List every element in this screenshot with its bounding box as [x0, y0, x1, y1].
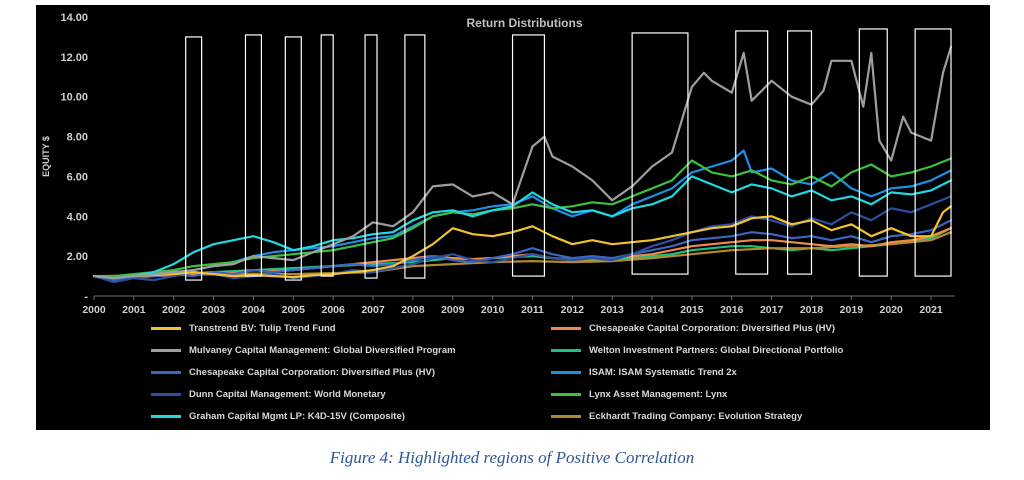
- legend-item: Graham Capital Mgmt LP: K4D-15V (Composi…: [151, 409, 405, 423]
- line-chart: Return Distributions EQUITY $ - 2.00 4.00 6.0…: [41, 12, 955, 316]
- x-tick-label: 2001: [122, 304, 146, 316]
- x-tick-label: 2020: [880, 304, 904, 316]
- legend-swatch: [151, 370, 181, 374]
- legend-swatch: [151, 392, 181, 396]
- highlight-region-box: [858, 28, 888, 277]
- legend-item: Dunn Capital Management: World Monetary: [151, 387, 386, 401]
- x-tick-label: 2008: [401, 304, 425, 316]
- legend-item: ISAM: ISAM Systematic Trend 2x: [551, 365, 737, 379]
- highlight-region-box: [404, 34, 426, 279]
- series-line: [92, 205, 953, 279]
- legend-label: ISAM: ISAM Systematic Trend 2x: [589, 366, 737, 378]
- chart-figure: Return Distributions EQUITY $ - 2.00 4.00 6.0…: [36, 5, 990, 430]
- legend-item: Welton Investment Partners: Global Direc…: [551, 343, 843, 357]
- legend-label: Chesapeake Capital Corporation: Diversif…: [189, 366, 436, 378]
- y-tick-label: 8.00: [67, 132, 88, 144]
- series-lines: [92, 45, 953, 284]
- x-tick-label: 2009: [441, 304, 465, 316]
- x-tick-label: 2013: [601, 304, 625, 316]
- highlight-region-box: [786, 30, 813, 275]
- y-tick-label: 12.00: [60, 52, 88, 64]
- legend-item: Mulvaney Capital Management: Global Dive…: [151, 343, 456, 357]
- y-tick-label: 6.00: [67, 171, 88, 183]
- legend-item: Eckhardt Trading Company: Evolution Stra…: [551, 409, 802, 423]
- x-tick-label: 2003: [202, 304, 226, 316]
- legend-swatch: [551, 370, 581, 374]
- series-line: [92, 45, 953, 280]
- legend-swatch: [551, 348, 581, 352]
- highlight-region-box: [631, 32, 689, 275]
- x-tick-label: 2019: [840, 304, 864, 316]
- highlight-region-box: [735, 30, 769, 275]
- legend-swatch: [151, 414, 181, 418]
- legend-swatch: [551, 326, 581, 330]
- legend-label: Transtrend BV: Tulip Trend Fund: [189, 322, 336, 334]
- x-tick-label: 2006: [321, 304, 345, 316]
- series-line: [92, 227, 953, 279]
- legend-item: Chesapeake Capital Corporation: Diversif…: [151, 365, 435, 379]
- y-axis-label: EQUITY $: [41, 136, 51, 177]
- x-tick-label: 2016: [720, 304, 744, 316]
- legend-swatch: [151, 348, 181, 352]
- x-tick-label: 2018: [800, 304, 824, 316]
- x-tick-label: 2011: [521, 304, 544, 316]
- x-tick-label: 2007: [361, 304, 385, 316]
- legend-label: Dunn Capital Management: World Monetary: [189, 388, 386, 400]
- series-line: [92, 195, 953, 284]
- legend-item: Lynx Asset Management: Lynx: [551, 387, 727, 401]
- highlight-region-box: [511, 34, 546, 277]
- series-line: [92, 219, 953, 282]
- x-tick-label: 2014: [640, 304, 664, 316]
- x-tick-label: 2021: [919, 304, 943, 316]
- legend-label: Graham Capital Mgmt LP: K4D-15V (Composi…: [189, 410, 405, 422]
- legend-label: Mulvaney Capital Management: Global Dive…: [189, 344, 456, 356]
- legend-label: Lynx Asset Management: Lynx: [589, 388, 728, 400]
- highlight-region-box: [284, 36, 302, 281]
- y-tick-label: 10.00: [60, 92, 88, 104]
- y-tick-label: 2.00: [67, 251, 88, 263]
- legend-label: Chesapeake Capital Corporation: Diversif…: [589, 322, 836, 334]
- y-tick-label: 4.00: [67, 211, 88, 223]
- chart-title: Return Distributions: [467, 16, 583, 30]
- figure-caption: Figure 4: Highlighted regions of Positiv…: [329, 448, 695, 467]
- highlight-regions: [185, 28, 952, 281]
- x-tick-label: 2004: [242, 304, 266, 316]
- x-tick-label: 2000: [82, 304, 106, 316]
- x-tick-label: 2005: [282, 304, 306, 316]
- series-line: [92, 175, 953, 280]
- x-tick-label: 2010: [481, 304, 505, 316]
- y-tick-label: -: [84, 291, 88, 303]
- x-tick-label: 2012: [561, 304, 585, 316]
- highlight-region-box: [185, 36, 203, 281]
- legend-swatch: [551, 414, 581, 418]
- series-line: [92, 157, 953, 278]
- highlight-region-box: [244, 34, 263, 277]
- legend-item: Transtrend BV: Tulip Trend Fund: [151, 321, 336, 335]
- y-tick-label: 14.00: [60, 12, 88, 24]
- highlight-region-box: [364, 34, 378, 279]
- legend-label: Welton Investment Partners: Global Direc…: [589, 344, 844, 356]
- x-tick-label: 2015: [680, 304, 704, 316]
- legend-label: Eckhardt Trading Company: Evolution Stra…: [589, 410, 803, 422]
- x-tick-label: 2017: [760, 304, 784, 316]
- legend-item: Chesapeake Capital Corporation: Diversif…: [551, 321, 835, 335]
- highlight-region-box: [914, 28, 952, 277]
- highlight-region-box: [320, 34, 334, 277]
- legend-swatch: [551, 392, 581, 396]
- x-tick-label: 2002: [162, 304, 186, 316]
- legend-swatch: [151, 326, 181, 330]
